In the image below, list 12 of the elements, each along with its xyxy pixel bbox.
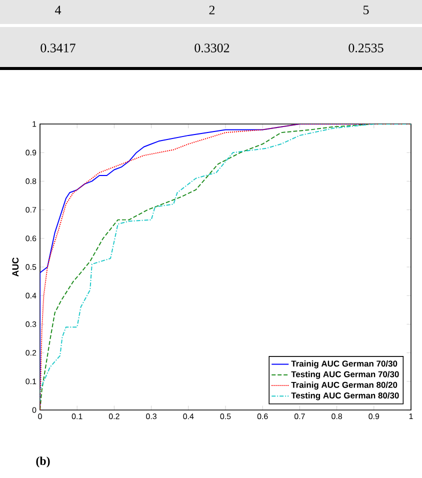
text: 5 [364, 6, 369, 14]
text: 0.2535 [348, 44, 384, 52]
text: 0.3302 [194, 44, 230, 52]
legend-label: Testing AUC German 70/30 [291, 371, 399, 379]
legend-label: Trainig AUC German 70/30 [291, 360, 398, 368]
text: 0.3417 [40, 44, 76, 52]
y-axis-title: AUC [12, 258, 19, 276]
text: (b) [36, 456, 50, 468]
text: 4 [55, 6, 62, 14]
text: 2 [209, 6, 215, 14]
legend-label: Trainig AUC German 80/20 [291, 382, 398, 390]
legend-label: Testing AUC German 80/30 [291, 392, 399, 400]
